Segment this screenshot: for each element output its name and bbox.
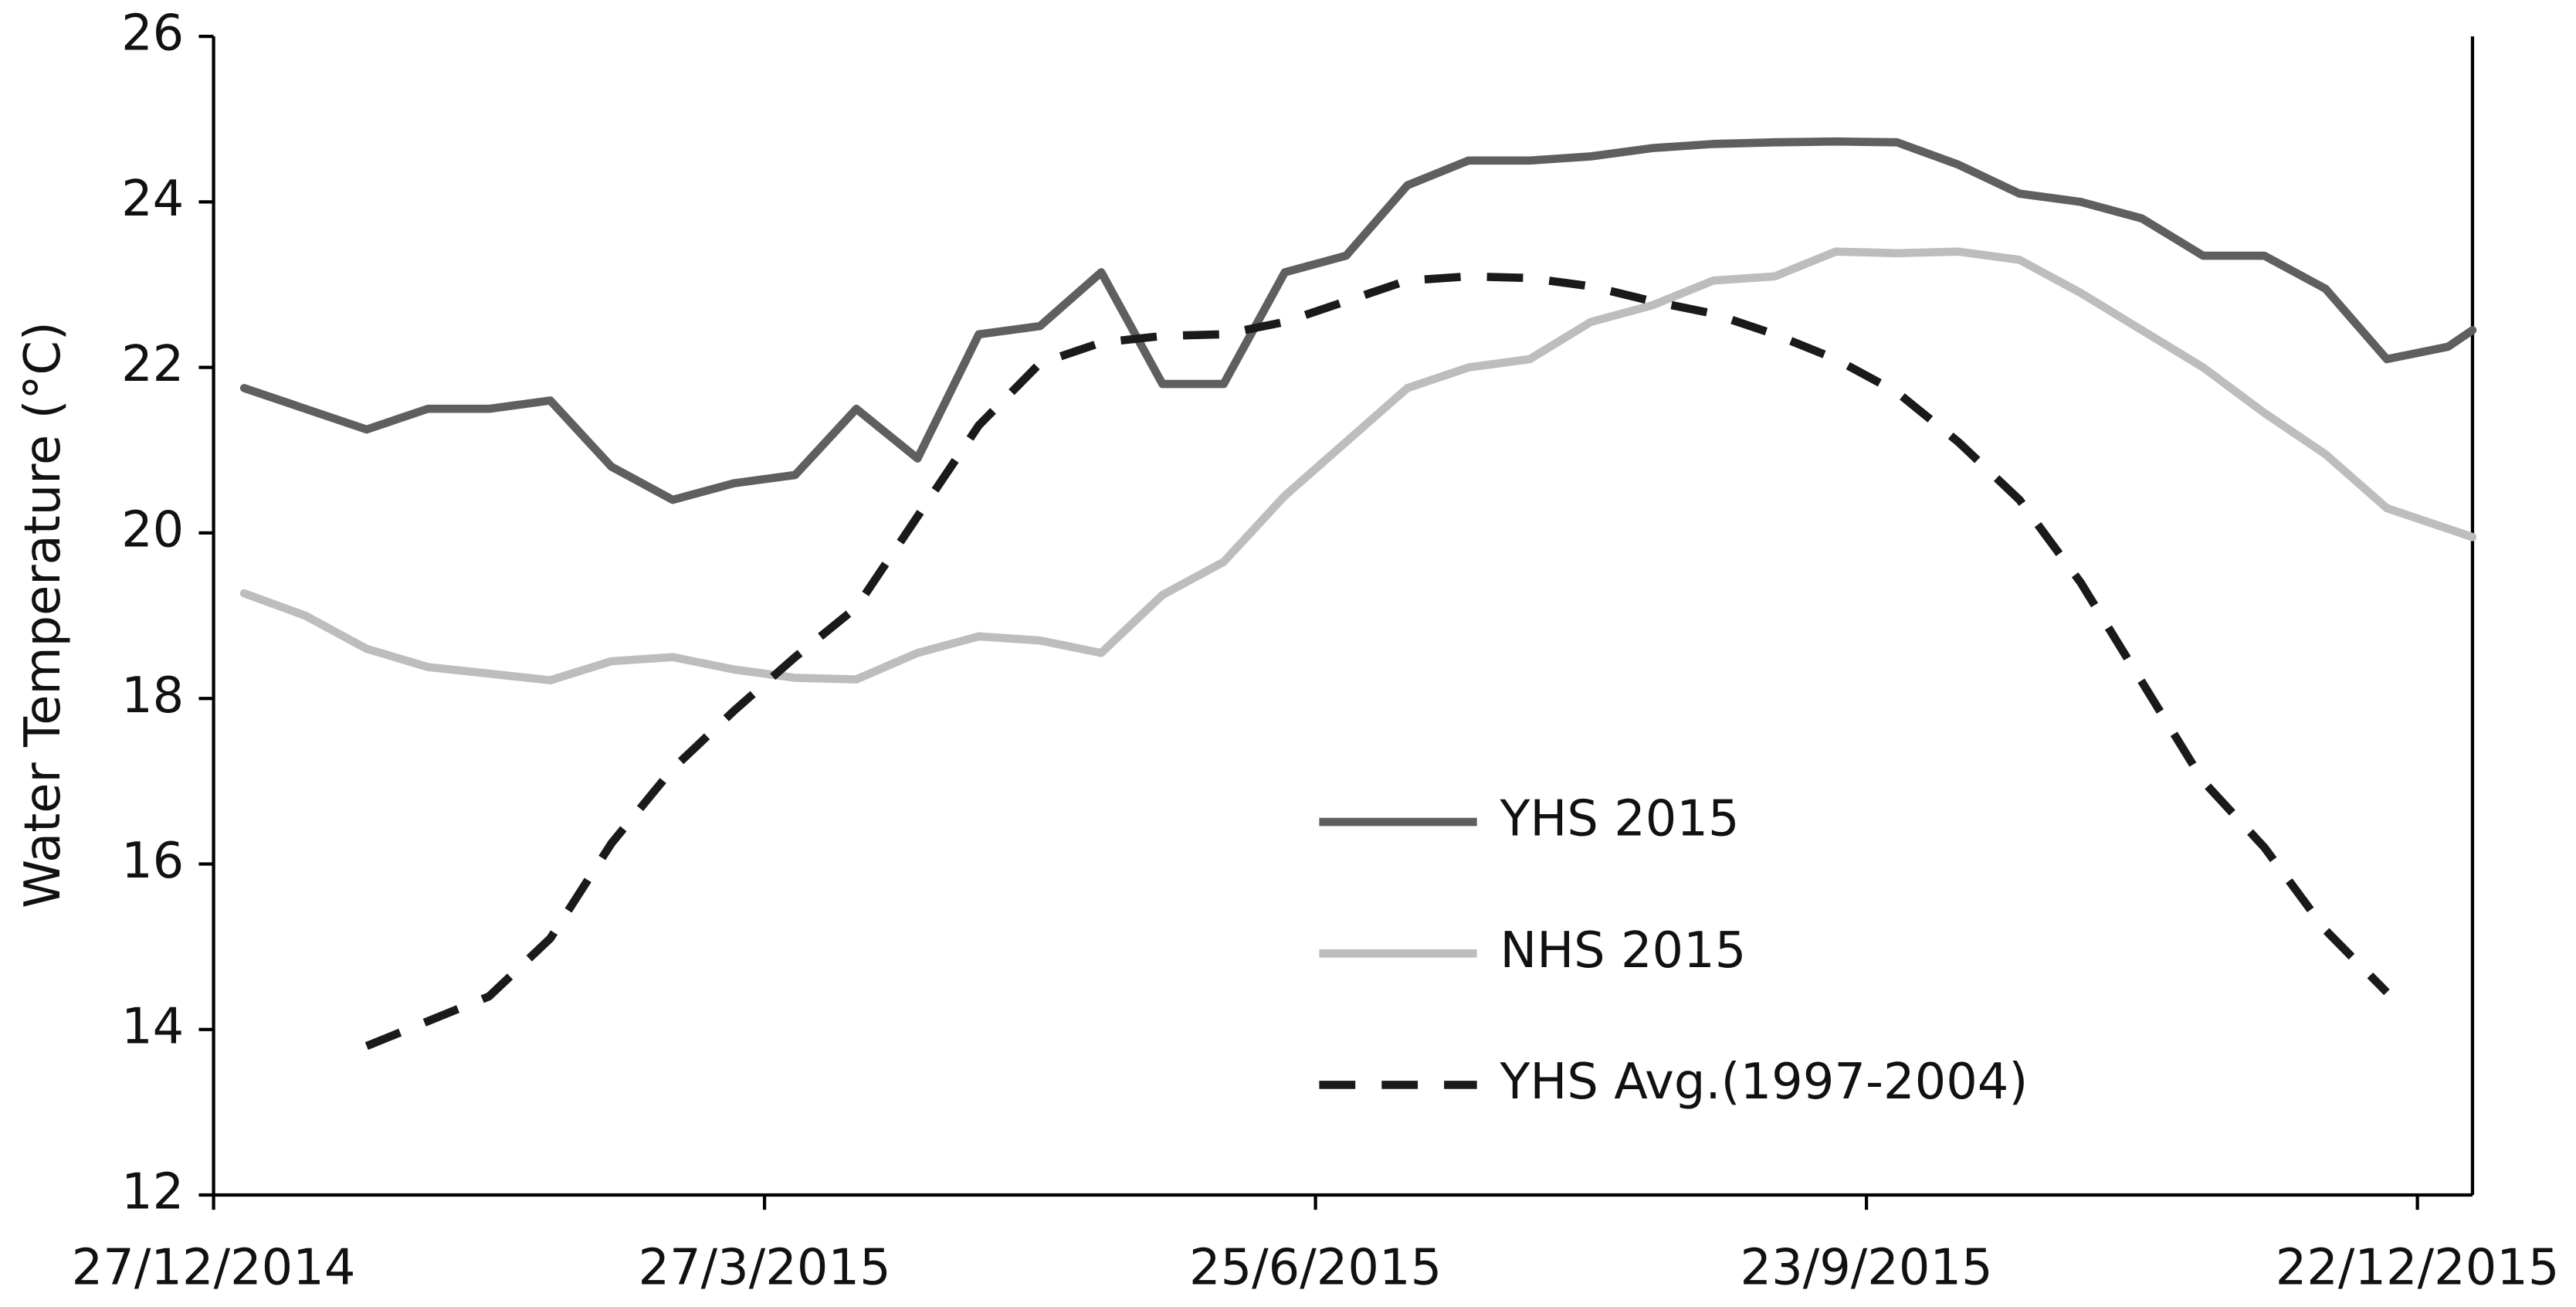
x-tick-label: 22/12/2015 [2276,1239,2560,1296]
series-line [364,272,2390,1051]
y-tick-label: 20 [121,502,184,559]
y-tick-label: 16 [121,833,184,890]
x-tick-label: 25/6/2015 [1189,1239,1442,1296]
y-tick-label: 12 [121,1164,184,1221]
y-axis-label: Water Temperature (°C) [15,321,72,908]
y-tick-label: 24 [121,171,184,228]
x-tick-label: 27/3/2015 [638,1239,890,1296]
legend-label: NHS 2015 [1500,922,1746,979]
series-line [239,247,2477,684]
y-tick-label: 22 [121,336,184,393]
legend-label: YHS 2015 [1499,791,1739,848]
y-tick-label: 14 [121,998,184,1055]
legend-label: YHS Avg.(1997-2004) [1499,1054,2028,1111]
x-tick-label: 23/9/2015 [1740,1239,1993,1296]
y-tick-label: 18 [121,667,184,725]
series-line [239,137,2477,504]
x-tick-label: 27/12/2014 [72,1239,356,1296]
y-tick-label: 26 [121,5,184,63]
